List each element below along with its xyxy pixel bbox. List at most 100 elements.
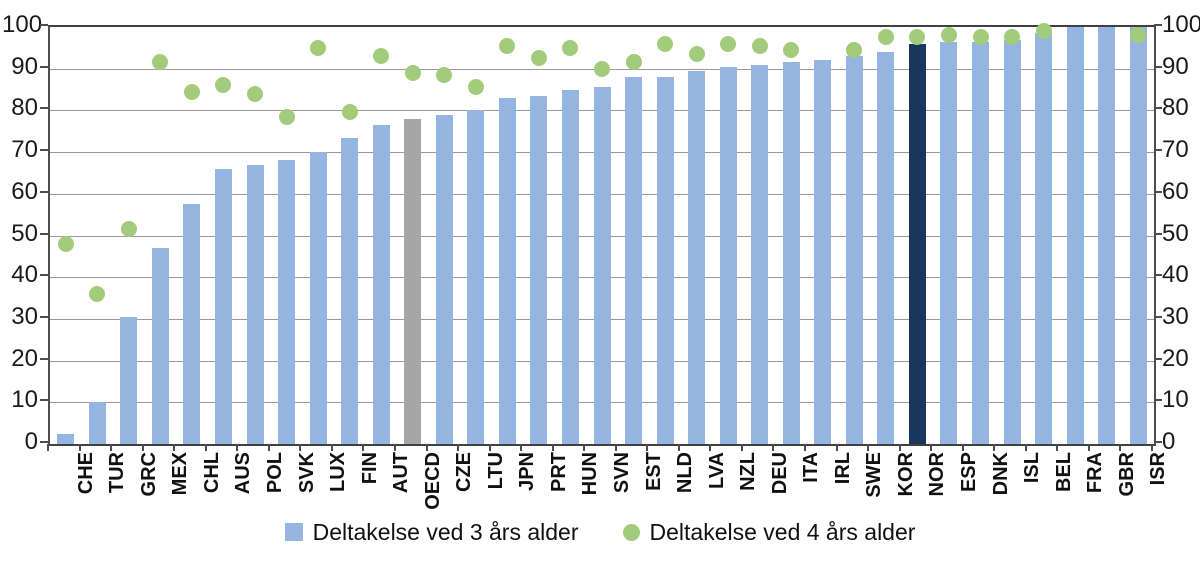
y-axis-label-left-100: 100 (2, 11, 43, 38)
x-axis-label-POL: POL (264, 452, 287, 494)
y-axis-label-left-20: 20 (11, 344, 38, 372)
y-axis-tick-right-80 (1154, 107, 1162, 110)
dot-EST (625, 54, 642, 71)
legend-item-bars: Deltakelse ved 3 års alder (284, 519, 579, 546)
y-axis-label-right-30: 30 (1162, 302, 1189, 330)
dot-CHE (57, 235, 74, 252)
y-axis-label-right-10: 10 (1162, 386, 1189, 414)
x-axis-tick (110, 444, 113, 451)
bar-LTU (467, 110, 485, 444)
bar-CZE (435, 114, 453, 444)
x-axis-tick (551, 444, 554, 451)
x-axis-label-EST: EST (642, 452, 665, 491)
y-axis-label-right-80: 80 (1162, 94, 1189, 122)
bar-SVK (278, 160, 296, 444)
x-axis-tick (362, 444, 365, 451)
x-axis-label-SVN: SVN (611, 452, 633, 494)
y-axis-tick-right-0 (1154, 441, 1162, 443)
x-axis-label-LTU: LTU (484, 452, 507, 490)
y-axis-label-right-50: 50 (1162, 219, 1189, 247)
dot-PRT (530, 50, 547, 67)
dot-NLD (657, 35, 674, 52)
dot-FIN (341, 104, 358, 121)
y-axis-tick-left-90 (40, 65, 48, 68)
y-axis-label-right-0: 0 (1162, 428, 1176, 455)
legend-item-dots: Deltakelse ved 4 års alder (622, 519, 915, 546)
x-axis-label-TUR: TUR (106, 452, 129, 494)
bar-SVN (593, 87, 611, 444)
y-axis-label-right-100: 100 (1162, 11, 1200, 38)
x-axis-tick (835, 444, 838, 451)
x-axis-label-JPN: JPN (516, 452, 539, 491)
dot-SWE (846, 41, 863, 58)
bar-AUS (214, 168, 232, 444)
y-axis-tick-right-50 (1154, 232, 1162, 235)
y-axis-label-right-70: 70 (1162, 136, 1189, 164)
bar-FIN (341, 137, 359, 444)
y-axis-label-left-10: 10 (11, 386, 38, 414)
y-axis-tick-right-60 (1154, 190, 1162, 193)
x-axis-label-FIN: FIN (358, 452, 381, 485)
x-axis-tick (898, 444, 901, 451)
y-axis-tick-left-10 (40, 399, 48, 402)
dot-ISR (1130, 27, 1147, 44)
bar-ITA (782, 62, 800, 444)
x-axis-label-DNK: DNK (989, 452, 1012, 496)
dot-NZL (720, 35, 737, 52)
x-axis-tick (646, 444, 649, 451)
dot-SVN (594, 60, 610, 77)
x-axis-label-ITA: ITA (800, 452, 823, 483)
x-axis-tick (141, 444, 144, 451)
x-axis-label-ISR: ISR (1147, 452, 1170, 486)
y-axis-tick-right-40 (1154, 274, 1162, 277)
bar-CHE (57, 433, 75, 444)
dot-LTU (467, 79, 484, 96)
x-axis-tick (961, 444, 964, 451)
y-axis-tick-right-90 (1154, 65, 1162, 68)
x-axis-label-DEU: DEU (768, 452, 791, 495)
x-axis-label-CHL: CHL (200, 452, 223, 494)
x-axis-label-IRL: IRL (831, 452, 854, 485)
x-axis-tick (930, 444, 933, 451)
x-axis-tick (488, 444, 491, 451)
y-axis-label-left-40: 40 (11, 261, 38, 289)
y-axis-tick-left-50 (40, 232, 48, 235)
x-axis-tick (204, 444, 207, 451)
y-axis-label-right-20: 20 (1162, 344, 1189, 372)
dot-MEX (152, 54, 169, 71)
x-axis-label-OECD: OECD (421, 452, 444, 510)
x-axis-tick (583, 444, 586, 451)
y-axis-tick-right-10 (1154, 399, 1162, 402)
y-axis-label-right-60: 60 (1162, 177, 1189, 205)
x-axis-label-ESP: ESP (957, 452, 980, 493)
y-axis-tick-right-20 (1154, 357, 1162, 360)
x-axis-tick (457, 444, 460, 451)
x-axis-tick (1087, 444, 1090, 451)
x-axis-label-GBR: GBR (1115, 452, 1138, 497)
y-axis-label-left-80: 80 (11, 94, 38, 122)
bar-TUR (88, 402, 106, 444)
bar-NZL (719, 66, 737, 444)
dot-GRC (120, 221, 137, 238)
bar-FRA (1066, 27, 1084, 444)
x-axis-label-NOR: NOR (926, 452, 949, 497)
bar-GBR (1098, 27, 1116, 444)
x-axis-tick (867, 444, 870, 451)
x-axis-tick (393, 444, 396, 451)
dot-LVA (688, 46, 705, 63)
x-axis-label-NLD: NLD (674, 452, 697, 494)
x-axis-tick (236, 444, 239, 451)
x-axis-label-AUS: AUS (232, 452, 255, 495)
bar-ISL (1003, 39, 1021, 444)
y-axis-label-left-70: 70 (11, 136, 38, 164)
x-axis-label-CHE: CHE (74, 452, 97, 495)
y-axis-tick-left-20 (40, 357, 48, 360)
x-axis-tick (299, 444, 302, 451)
y-axis-tick-left-70 (40, 149, 48, 152)
x-axis-label-SVK: SVK (295, 452, 318, 494)
chart-legend: Deltakelse ved 3 års alder Deltakelse ve… (0, 512, 1200, 552)
dot-LUX (310, 39, 327, 56)
x-axis-tick (677, 444, 680, 451)
x-axis-tick (1119, 444, 1122, 451)
